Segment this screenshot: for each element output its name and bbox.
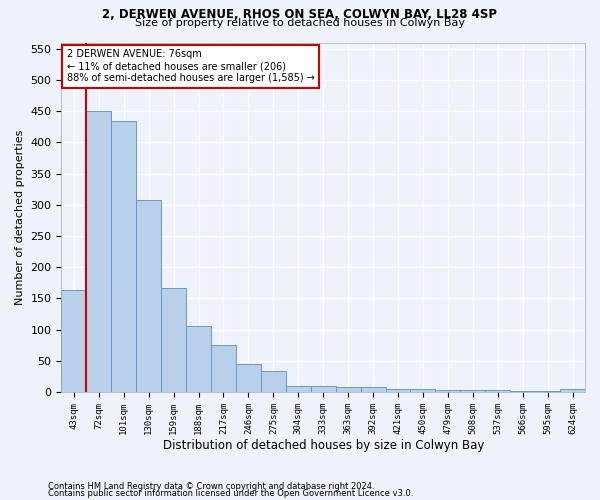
Text: 2, DERWEN AVENUE, RHOS ON SEA, COLWYN BAY, LL28 4SP: 2, DERWEN AVENUE, RHOS ON SEA, COLWYN BA… [103,8,497,20]
Text: Contains public sector information licensed under the Open Government Licence v3: Contains public sector information licen… [48,489,413,498]
Y-axis label: Number of detached properties: Number of detached properties [15,130,25,305]
Bar [211,345,236,392]
Bar [286,386,311,392]
Bar [436,390,460,392]
Bar [86,111,111,392]
Bar [510,390,535,392]
Bar [311,386,335,392]
Bar [335,387,361,392]
Bar [111,120,136,392]
Bar [485,390,510,392]
Text: Contains HM Land Registry data © Crown copyright and database right 2024.: Contains HM Land Registry data © Crown c… [48,482,374,491]
Bar [261,372,286,392]
Bar [61,290,86,392]
Bar [236,364,261,392]
Bar [410,389,436,392]
Bar [560,389,585,392]
X-axis label: Distribution of detached houses by size in Colwyn Bay: Distribution of detached houses by size … [163,440,484,452]
Bar [535,390,560,392]
Text: Size of property relative to detached houses in Colwyn Bay: Size of property relative to detached ho… [135,18,465,28]
Bar [460,390,485,392]
Bar [186,326,211,392]
Bar [161,288,186,392]
Bar [361,387,386,392]
Text: 2 DERWEN AVENUE: 76sqm
← 11% of detached houses are smaller (206)
88% of semi-de: 2 DERWEN AVENUE: 76sqm ← 11% of detached… [67,50,314,82]
Bar [136,200,161,392]
Bar [386,389,410,392]
